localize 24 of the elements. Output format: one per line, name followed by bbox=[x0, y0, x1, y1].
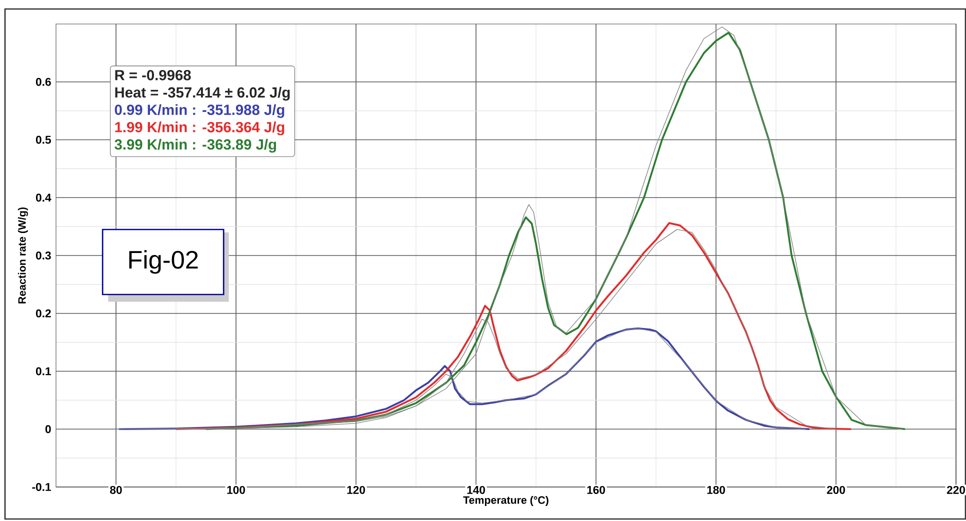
text: 1.99 K/min : -356.364 J/g bbox=[115, 122, 284, 136]
x-tick-label: 80 bbox=[110, 486, 122, 494]
annotation: Heat = -357.414 ± 6.02 J/g bbox=[115, 86, 290, 101]
x-tick-label: 220 bbox=[946, 486, 965, 494]
x-tick-label: 160 bbox=[587, 486, 605, 494]
y-tick-label: 0.3 bbox=[36, 251, 51, 260]
text: 3.99 K/min : -363.89 J/g bbox=[114, 138, 276, 153]
y-tick-label: 0.4 bbox=[36, 194, 52, 202]
x-tick-label: 140 bbox=[467, 486, 485, 494]
y-axis-title: Reaction rate (W/g) bbox=[18, 207, 28, 304]
x-tick-label: 200 bbox=[826, 486, 845, 494]
x-axis-title: Temperature (°C) bbox=[463, 496, 548, 506]
annotation: R = -0.9968 bbox=[115, 70, 191, 80]
y-tick-label: 0.2 bbox=[36, 309, 51, 318]
y-tick-label: 0.5 bbox=[36, 136, 51, 144]
y-tick-label: 0.6 bbox=[36, 78, 51, 86]
y-tick-label: -0.1 bbox=[32, 483, 51, 492]
annotation: Fig-02 bbox=[129, 250, 198, 274]
y-tick-label: 0.1 bbox=[36, 367, 51, 376]
x-tick-label: 180 bbox=[707, 486, 725, 494]
y-tick-label: 0 bbox=[45, 425, 51, 434]
x-tick-label: 120 bbox=[347, 486, 365, 494]
text: 0.99 K/min : -351.988 J/g bbox=[114, 104, 284, 118]
x-tick-label: 100 bbox=[227, 486, 245, 494]
